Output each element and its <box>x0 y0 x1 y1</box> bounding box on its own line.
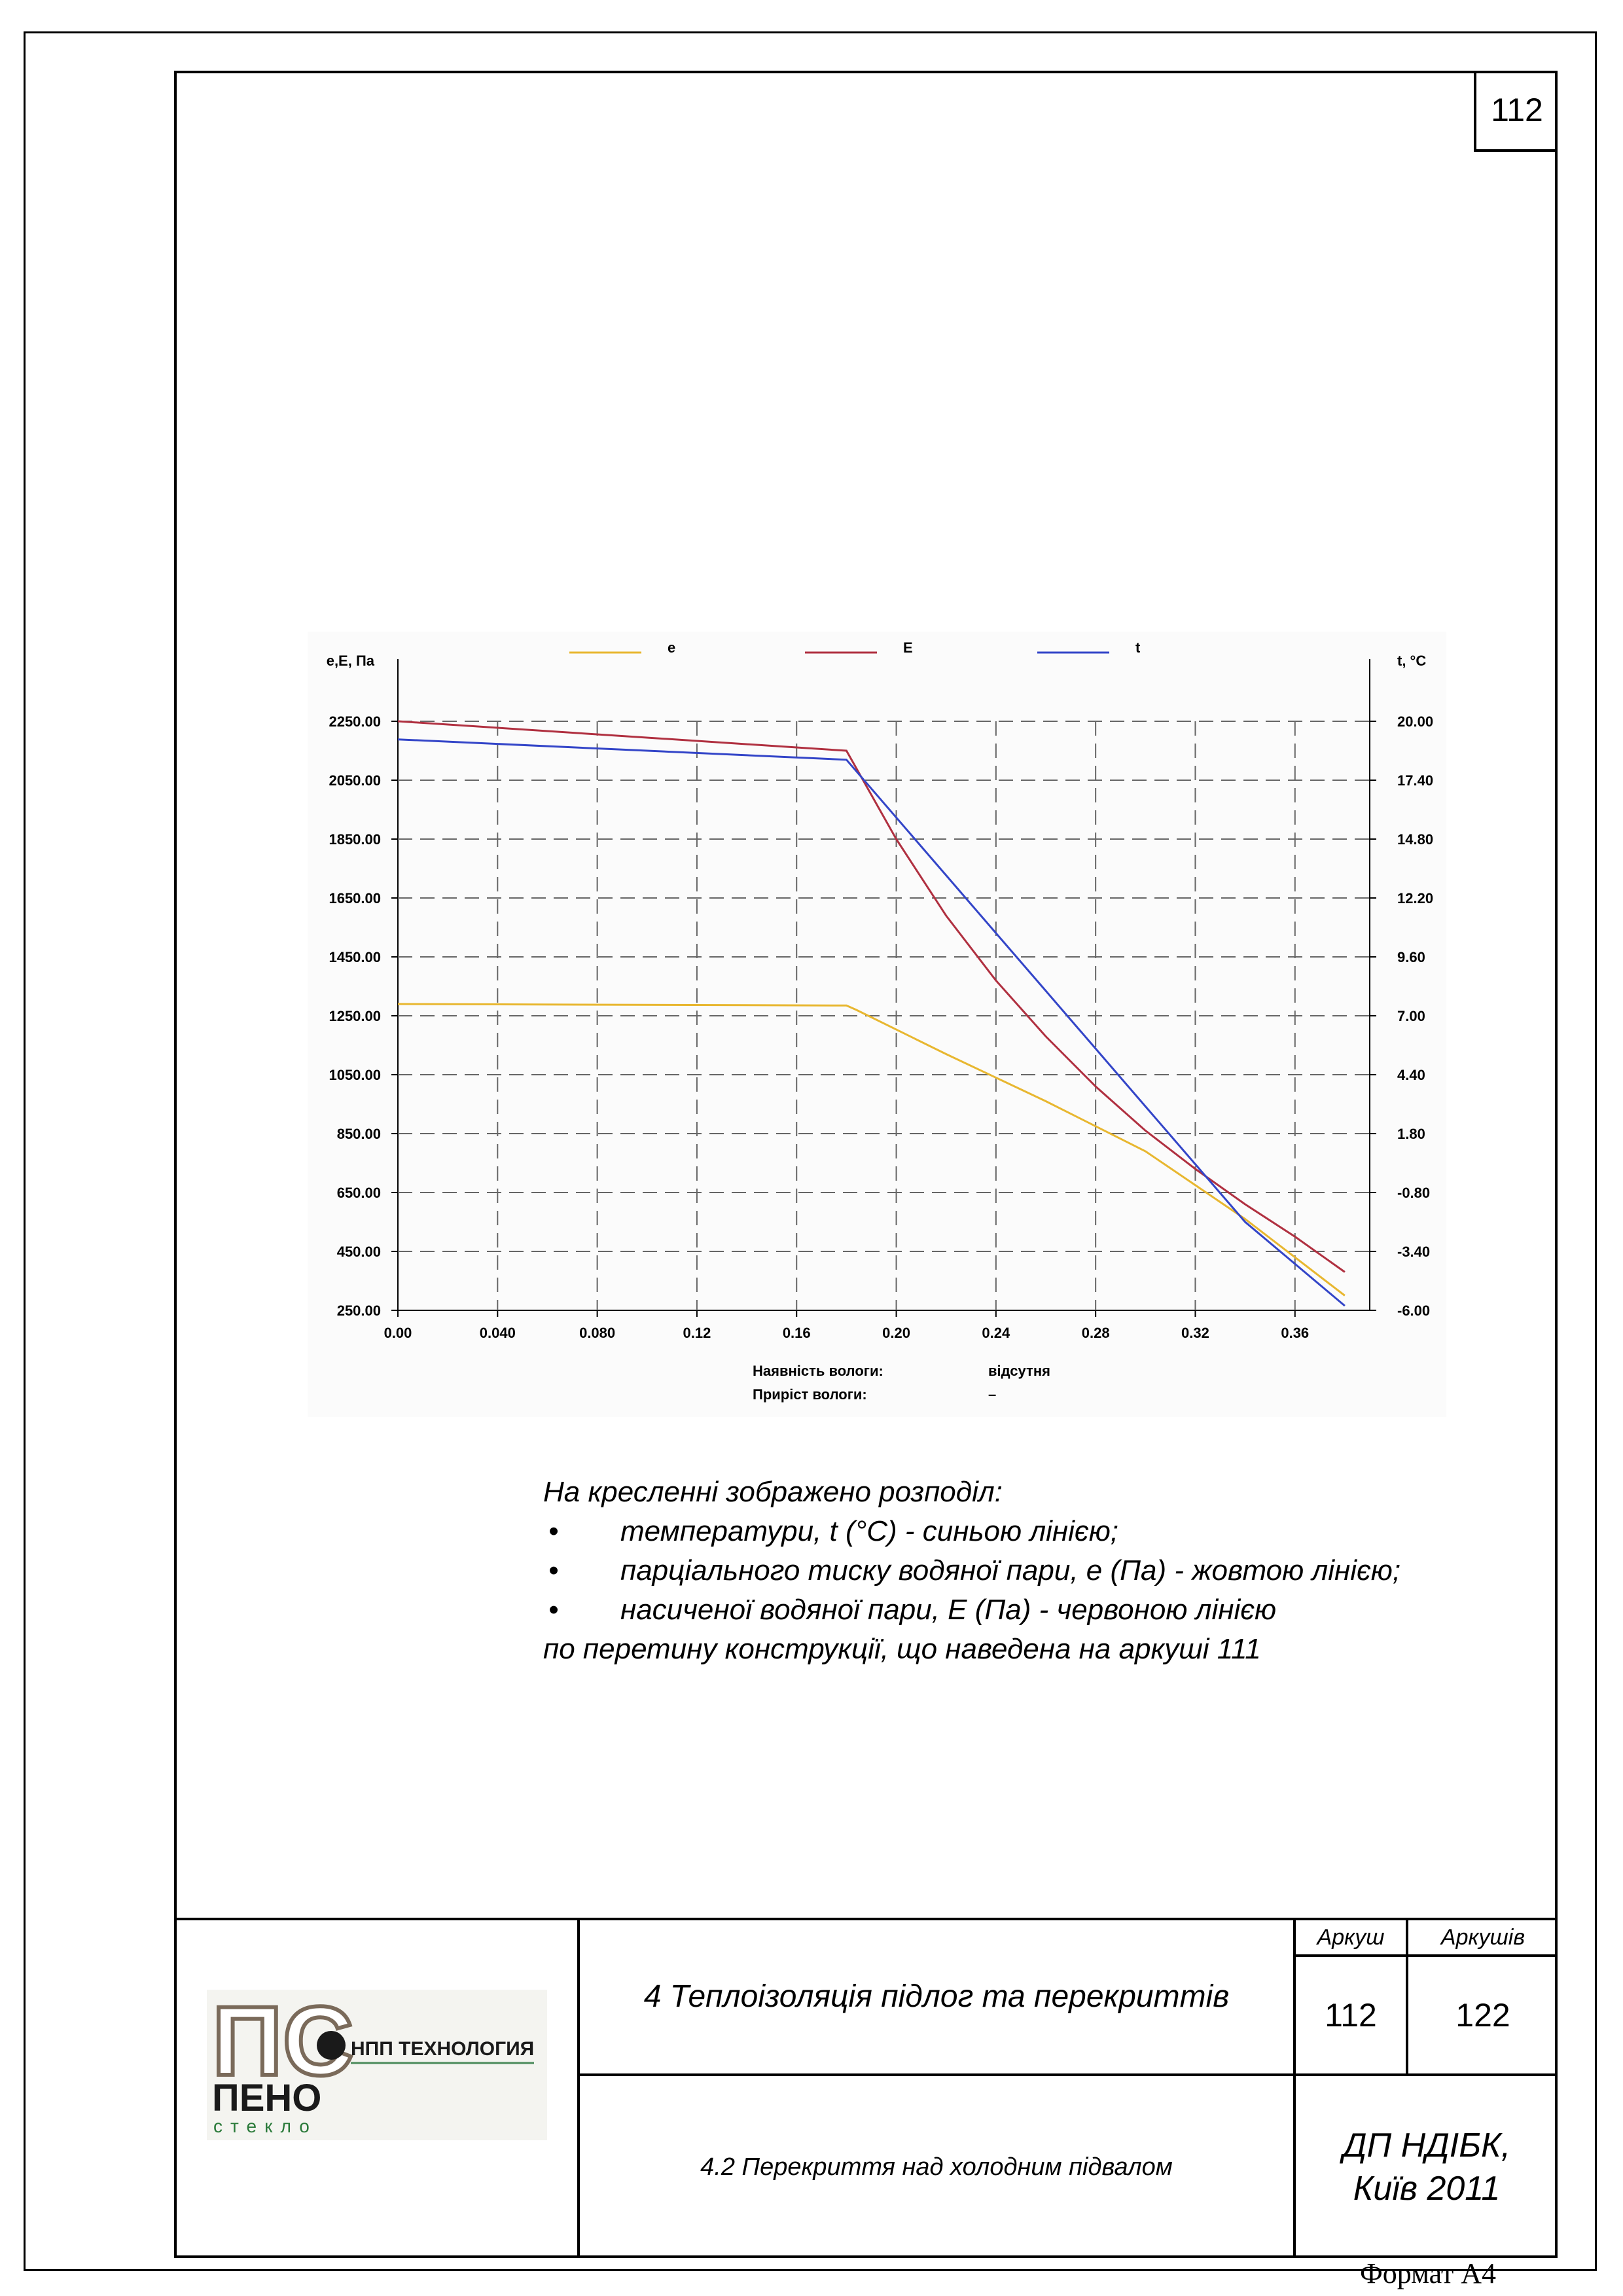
y-tick-label-right: -6.00 <box>1397 1302 1430 1319</box>
document-subtitle: 4.2 Перекриття над холодним підвалом <box>700 2153 1173 2181</box>
organization-name: ДП НДІБК, <box>1342 2126 1511 2164</box>
y-tick-label-right: 4.40 <box>1397 1067 1425 1083</box>
x-tick-label: 0.00 <box>384 1325 412 1341</box>
document-title: 4 Теплоізоляція підлог та перекриттів <box>643 1979 1230 2014</box>
logo-brand-sub: стекло <box>213 2116 317 2136</box>
x-tick-label: 0.28 <box>1082 1325 1110 1341</box>
y-tick-label-right: 12.20 <box>1397 890 1433 906</box>
annotation-value: відсутня <box>988 1363 1050 1379</box>
y-tick-label-right: 9.60 <box>1397 949 1425 965</box>
y-tick-label-left: 850.00 <box>337 1126 381 1142</box>
y-tick-label-left: 450.00 <box>337 1244 381 1260</box>
y-tick-label-left: 250.00 <box>337 1302 381 1319</box>
outer-frame <box>24 31 1597 2271</box>
y-tick-label-left: 2250.00 <box>329 713 381 730</box>
chart: 2250.00 2050.00 1850.00 1650.00 1450.00 1250.… <box>327 639 1433 1403</box>
sheets-label: Аркушів <box>1440 1924 1525 1950</box>
x-tick-label: 0.32 <box>1181 1325 1209 1341</box>
annotation-value: – <box>988 1386 996 1403</box>
series-line-t <box>397 738 1346 1307</box>
logo-top-text: НПП ТЕХНОЛОГИЯ <box>351 2038 534 2060</box>
x-tick-label: 0.20 <box>882 1325 910 1341</box>
page-number: 112 <box>1474 71 1558 152</box>
y-tick-label-left: 2050.00 <box>329 772 381 789</box>
description-item-text: температури, t (°С) - синьою лінією; <box>620 1515 1119 1547</box>
x-tick-label: 0.16 <box>783 1325 811 1341</box>
y-axis-label-right: t, °C <box>1397 653 1426 669</box>
format-label: Формат А4 <box>1360 2257 1497 2289</box>
x-tick-label: 0.040 <box>480 1325 516 1341</box>
description-intro: На кресленні зображено розподіл: <box>543 1476 1003 1508</box>
y-tick-label-right: 7.00 <box>1397 1008 1425 1024</box>
y-tick-label-left: 1450.00 <box>329 949 381 965</box>
description-outro: по перетину конструкції, що наведена на … <box>543 1633 1261 1665</box>
bullet-icon: • <box>548 1515 559 1547</box>
y-axis-label-left: e,E, Па <box>327 653 375 669</box>
legend-label-E: E <box>903 639 913 656</box>
x-tick-label: 0.12 <box>683 1325 711 1341</box>
sheet-number: 112 <box>1325 1997 1377 2034</box>
description-item: • парціального тиску водяної пари, е (Па… <box>543 1551 1525 1590</box>
organization: ДП НДІБК, Київ 2011 <box>1296 2076 1558 2258</box>
x-tick-label: 0.080 <box>579 1325 615 1341</box>
y-tick-label-right: 20.00 <box>1397 713 1433 730</box>
series-line-E <box>397 720 1346 1273</box>
annotation-label: Наявність вологи: <box>753 1363 883 1379</box>
drawing-frame <box>174 71 1558 2258</box>
company-logo: ПС НПП ТЕХНОЛОГИЯ ПЕНО стекло <box>207 1990 547 2140</box>
y-tick-label-right: 14.80 <box>1397 831 1433 848</box>
description-item: • температури, t (°С) - синьою лінією; <box>543 1512 1525 1551</box>
legend-label-t: t <box>1135 639 1141 656</box>
legend-label-e: e <box>668 639 675 656</box>
x-tick-label: 0.36 <box>1281 1325 1309 1341</box>
y-tick-label-left: 1850.00 <box>329 831 381 848</box>
sheets-total: 122 <box>1455 1997 1510 2034</box>
y-tick-label-left: 1650.00 <box>329 890 381 906</box>
x-tick-label: 0.24 <box>982 1325 1010 1341</box>
description-item: • насиченої водяної пари, Е (Па) - черво… <box>543 1590 1525 1630</box>
description-item-text: насиченої водяної пари, Е (Па) - червоно… <box>620 1594 1277 1626</box>
y-tick-label-right: 1.80 <box>1397 1126 1425 1142</box>
logo-brand: ПЕНО <box>212 2077 321 2119</box>
bullet-icon: • <box>548 1594 559 1626</box>
series-line-e <box>397 1003 1346 1297</box>
title-block: ПС НПП ТЕХНОЛОГИЯ ПЕНО стекло 4 Теплоізо… <box>174 1918 1558 2258</box>
y-tick-label-right: 17.40 <box>1397 772 1433 789</box>
y-tick-label-left: 1250.00 <box>329 1008 381 1024</box>
y-tick-label-right: -3.40 <box>1397 1244 1430 1260</box>
organization-city-year: Київ 2011 <box>1353 2170 1501 2208</box>
chart-description: На кресленні зображено розподіл: • темпе… <box>543 1473 1525 1669</box>
description-item-text: парціального тиску водяної пари, е (Па) … <box>620 1554 1401 1587</box>
y-tick-label-left: 1050.00 <box>329 1067 381 1083</box>
sheet-label: Аркуш <box>1317 1924 1385 1950</box>
chart-area: 2250.00 2050.00 1850.00 1650.00 1450.00 1250.… <box>308 632 1446 1417</box>
y-tick-label-right: -0.80 <box>1397 1185 1430 1201</box>
y-tick-label-left: 650.00 <box>337 1185 381 1201</box>
bullet-icon: • <box>548 1554 559 1587</box>
annotation-label: Приріст вологи: <box>753 1386 867 1403</box>
